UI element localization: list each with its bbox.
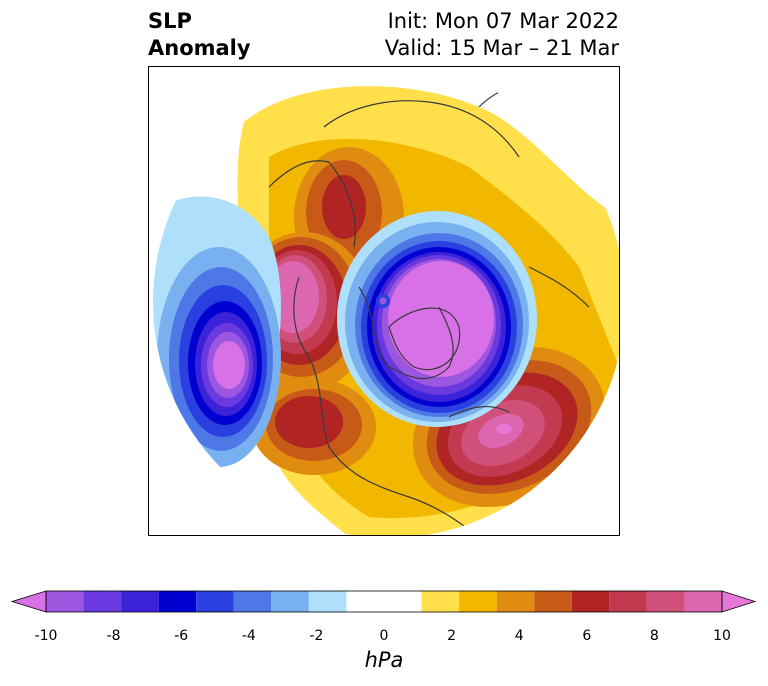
colorbar-tick-label: 2 <box>447 628 457 644</box>
colorbar-tick-label: 10 <box>713 628 731 644</box>
colorbar-segment <box>233 591 272 612</box>
colorbar-segment <box>121 591 159 612</box>
colorbar-extend-high <box>721 590 757 613</box>
colorbar-tick-label: 0 <box>379 628 389 644</box>
colorbar-segment <box>346 591 422 612</box>
colorbar-tick-label: -6 <box>174 628 189 644</box>
colorbar-tick-label: -8 <box>106 628 121 644</box>
colorbar-segment <box>158 591 197 612</box>
colorbar-segment <box>271 591 309 612</box>
colorbar-tick-label: -4 <box>241 628 256 644</box>
valid-range: Valid: 15 Mar – 21 Mar <box>384 36 619 60</box>
colorbar-tick-label: -10 <box>34 628 58 644</box>
plot-title-dates: Init: Mon 07 Mar 2022 Valid: 15 Mar – 21… <box>385 8 619 62</box>
colorbar-segment <box>534 591 572 612</box>
variable-line-2: Anomaly <box>148 36 251 60</box>
colorbar-tick-label: 8 <box>649 628 659 644</box>
slp-anomaly-map <box>153 67 619 535</box>
colorbar-tick-label: -2 <box>309 628 324 644</box>
colorbar-segment <box>684 591 722 612</box>
arctic-low <box>337 211 537 427</box>
variable-line-1: SLP <box>148 9 192 33</box>
colorbar-segment <box>46 591 84 612</box>
colorbar-segment <box>496 591 535 612</box>
colorbar-segment <box>196 591 234 612</box>
colorbar-segment <box>83 591 122 612</box>
map-panel <box>148 66 620 536</box>
colorbar-extend-low <box>10 590 47 613</box>
colorbar-segment <box>609 591 647 612</box>
colorbar-outline <box>45 590 723 613</box>
plot-title-variable: SLP Anomaly <box>148 8 251 62</box>
colorbar-segment <box>308 591 347 612</box>
north-pacific-low <box>153 196 281 469</box>
colorbar-segment <box>646 591 685 612</box>
colorbar-unit-label: hPa <box>364 648 404 672</box>
init-date: Init: Mon 07 Mar 2022 <box>387 9 619 33</box>
colorbar-tick-label: 4 <box>514 628 524 644</box>
colorbar-segment <box>459 591 497 612</box>
colorbar-segment <box>571 591 610 612</box>
colorbar <box>10 590 757 613</box>
colorbar-segment <box>421 591 460 612</box>
colorbar-tick-label: 6 <box>582 628 592 644</box>
